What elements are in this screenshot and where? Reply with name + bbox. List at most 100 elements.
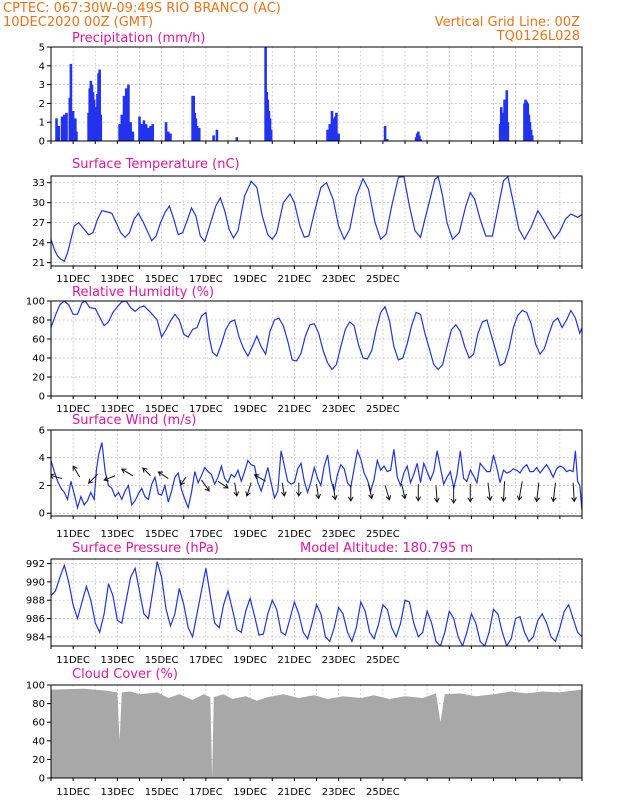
precip-bar	[166, 131, 170, 141]
precip-bar	[57, 125, 61, 141]
series-line	[51, 176, 582, 263]
wind-arrow-shaft	[142, 467, 151, 477]
wind-arrow-head	[401, 493, 407, 500]
wind-arrow-shaft	[368, 483, 373, 499]
y-tick-label: 60	[32, 335, 45, 346]
x-tick-label: 25DEC	[366, 404, 400, 415]
panel-6: 0 20 40 60 80 100 11DEC 13DEC 15DEC 17DEC 19DEC 21D…	[26, 667, 583, 798]
wind-arrow-shaft	[234, 482, 238, 496]
precip-bar	[151, 124, 155, 141]
precip-bar	[131, 131, 135, 141]
x-tick-label: 21DEC	[278, 655, 312, 666]
panel-4: 0 2 4 6 11DEC 13DEC 15DEC 17DEC 19DEC 21DEC 23DEC 2…	[39, 413, 583, 540]
y-tick-label: 40	[32, 736, 45, 747]
wind-arrow-head	[434, 497, 440, 503]
header-run-date: 10DEC2020 00Z (GMT)	[3, 15, 153, 30]
y-tick-label: 100	[26, 681, 45, 692]
x-tick-label: 17DEC	[189, 787, 223, 798]
wind-arrow-shaft	[552, 482, 556, 502]
x-tick-label: 19DEC	[233, 274, 267, 285]
y-tick-label: 60	[32, 718, 45, 729]
wind-arrow-head	[103, 476, 109, 482]
wind-arrow-head	[500, 496, 507, 503]
wind-arrow-shaft	[201, 479, 210, 492]
wind-arrow-shaft	[316, 484, 320, 499]
x-tick-label: 17DEC	[189, 274, 223, 285]
precip-bar	[418, 135, 421, 141]
y-tick-label: 0	[39, 774, 45, 785]
x-tick-label: 19DEC	[233, 529, 267, 540]
header-grid-note: Vertical Grid Line: 00Z	[435, 15, 580, 30]
panel-title: Relative Humidity (%)	[72, 285, 214, 300]
y-tick-label: 4	[39, 453, 45, 464]
precip-bar	[419, 139, 422, 141]
y-tick-label: 21	[32, 258, 45, 269]
x-tick-label: 13DEC	[101, 655, 135, 666]
precip-bar	[142, 120, 146, 141]
x-tick-label: 25DEC	[366, 529, 400, 540]
wind-arrow-head	[245, 491, 251, 497]
header-model-id: TQ0126L028	[496, 29, 580, 44]
precip-bar	[74, 118, 77, 141]
wind-arrow-head	[347, 496, 354, 502]
y-tick-label: 0	[39, 137, 45, 148]
precip-bar	[169, 133, 172, 141]
y-tick-label: 1	[39, 118, 45, 129]
x-tick-label: 25DEC	[366, 274, 400, 285]
x-tick-label: 23DEC	[322, 655, 356, 666]
cloud-cover-area	[51, 688, 582, 778]
precip-bar	[335, 112, 338, 141]
wind-arrow-shaft	[502, 481, 506, 502]
x-tick-label: 15DEC	[145, 404, 179, 415]
series-line	[51, 561, 582, 646]
y-tick-label: 2	[39, 481, 45, 492]
panel-title: Surface Wind (m/s)	[72, 413, 196, 428]
wind-arrow-shaft	[401, 483, 406, 499]
panel-data	[55, 47, 534, 141]
wind-arrow-shaft	[121, 468, 134, 477]
header-location: CPTEC: 067:30W-09:49S RIO BRANCO (AC)	[3, 1, 281, 16]
precip-bar	[215, 129, 219, 141]
y-tick-label: 984	[26, 632, 45, 643]
y-tick-label: 986	[26, 614, 45, 625]
y-tick-label: 6	[39, 426, 45, 437]
wind-arrow-head	[315, 493, 321, 500]
precip-bar	[195, 125, 199, 141]
precip-bar	[147, 127, 150, 141]
y-tick-label: 4	[39, 61, 45, 72]
precip-bar	[129, 122, 132, 141]
wind-arrow-shaft	[217, 480, 229, 489]
wind-arrow-head	[157, 471, 164, 477]
panel-2: 21 24 27 30 33 11DEC 13DEC 15DEC 17DEC 19DEC 21DEC…	[32, 157, 583, 285]
wind-arrow-shaft	[572, 482, 575, 502]
precip-bar	[383, 125, 387, 141]
y-tick-label: 80	[32, 316, 45, 327]
panel-data	[51, 176, 582, 263]
panel-1: 0 1 2 3 4 5 Precipitation (mm/h)	[39, 31, 583, 148]
precip-bar	[75, 131, 78, 141]
wind-arrow-head	[368, 493, 374, 500]
wind-arrow-head	[450, 498, 457, 505]
precip-bar	[505, 90, 509, 141]
x-tick-label: 15DEC	[145, 529, 179, 540]
wind-arrow-shaft	[487, 482, 491, 501]
wind-arrow-shaft	[51, 475, 63, 480]
wind-arrow-shaft	[435, 485, 438, 503]
x-tick-label: 21DEC	[278, 529, 312, 540]
y-tick-label: 100	[26, 297, 45, 308]
precip-bar	[120, 114, 124, 141]
wind-arrow-head	[534, 496, 540, 503]
y-tick-label: 0	[39, 392, 45, 403]
x-tick-label: 13DEC	[101, 404, 135, 415]
wind-arrow-head	[204, 486, 210, 492]
x-tick-label: 15DEC	[145, 655, 179, 666]
wind-arrow-head	[385, 495, 392, 501]
precip-bar	[127, 84, 130, 141]
wind-arrow-head	[331, 495, 338, 501]
x-tick-label: 11DEC	[56, 529, 90, 540]
wind-arrow-head	[516, 495, 523, 501]
wind-arrow-shaft	[158, 471, 169, 479]
precip-bar	[149, 125, 152, 141]
x-tick-label: 23DEC	[322, 529, 356, 540]
